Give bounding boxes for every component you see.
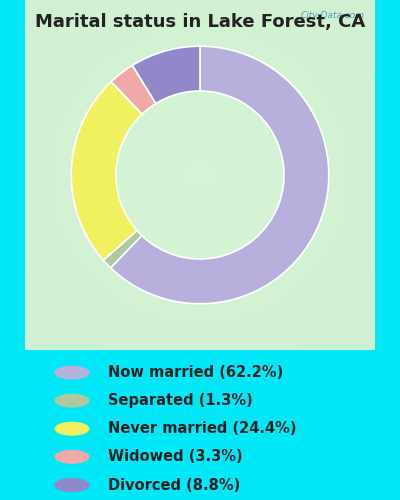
Circle shape xyxy=(55,422,89,435)
Text: Divorced (8.8%): Divorced (8.8%) xyxy=(108,478,240,492)
Text: Widowed (3.3%): Widowed (3.3%) xyxy=(108,450,243,464)
Wedge shape xyxy=(111,46,329,304)
Text: Marital status in Lake Forest, CA: Marital status in Lake Forest, CA xyxy=(35,12,365,30)
Circle shape xyxy=(55,478,89,492)
Text: Never married (24.4%): Never married (24.4%) xyxy=(108,421,296,436)
Wedge shape xyxy=(71,82,142,260)
Text: Separated (1.3%): Separated (1.3%) xyxy=(108,393,253,408)
Circle shape xyxy=(55,450,89,463)
Wedge shape xyxy=(103,230,142,268)
Circle shape xyxy=(55,394,89,407)
Wedge shape xyxy=(111,66,156,114)
Wedge shape xyxy=(132,46,200,104)
Text: City-Data.com: City-Data.com xyxy=(300,10,364,20)
Circle shape xyxy=(55,366,89,379)
Text: Now married (62.2%): Now married (62.2%) xyxy=(108,365,283,380)
